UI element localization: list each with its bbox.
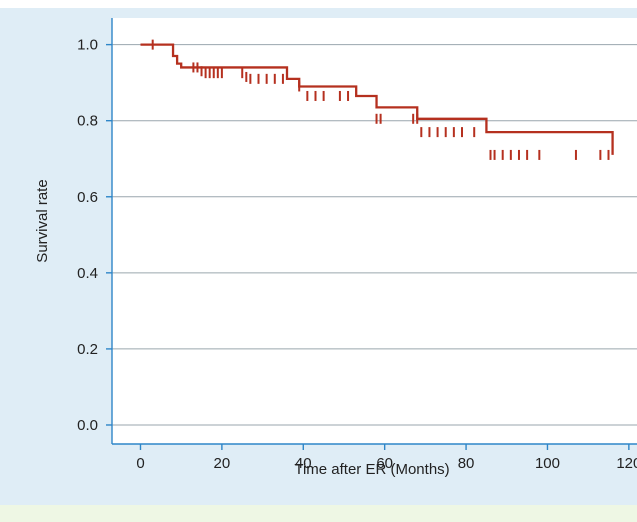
axes [111,18,637,445]
y-axis-title: Survival rate [34,179,51,262]
y-tick-label: 1.0 [77,37,98,54]
x-ticks: 0 20 40 60 80 100 120 [136,444,637,472]
y-ticks: 0.0 0.2 0.4 0.6 0.8 1.0 [77,37,112,434]
plot-area [112,18,637,444]
x-tick-label: 20 [214,455,231,472]
y-tick-label: 0.0 [77,417,98,434]
x-tick-label: 0 [136,455,144,472]
x-tick-label: 60 [376,455,393,472]
x-tick-label: 120 [616,455,637,472]
y-tick-label: 0.4 [77,265,98,282]
y-tick-label: 0.6 [77,189,98,206]
x-axis-title: Time after ER (Months) [294,461,449,478]
y-tick-label: 0.8 [77,113,98,130]
bottom-strip [0,505,637,522]
x-tick-label: 40 [295,455,312,472]
censor-marks [151,39,610,160]
grid-lines [112,44,637,426]
y-tick-label: 0.2 [77,341,98,358]
x-tick-label: 80 [458,455,475,472]
x-tick-label: 100 [535,455,560,472]
